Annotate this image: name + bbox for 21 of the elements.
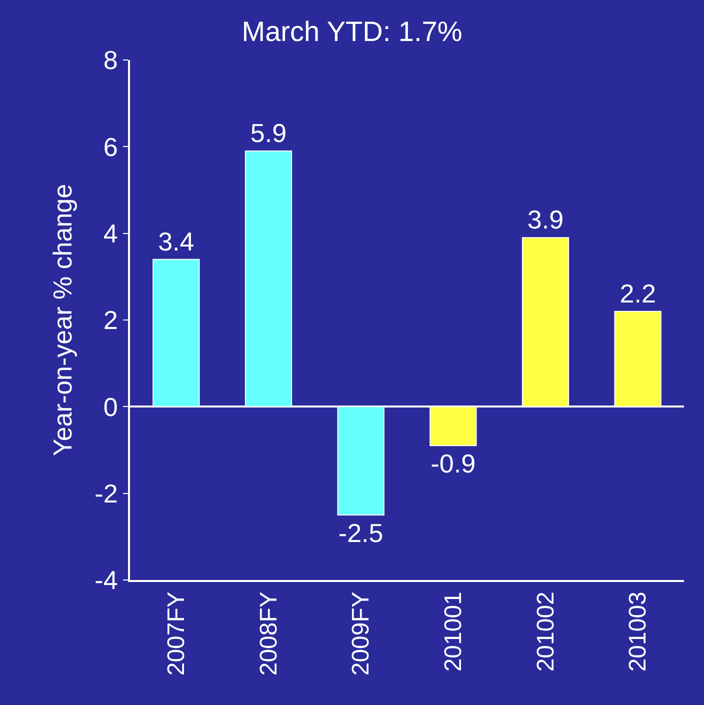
data-label: 5.9 (250, 118, 287, 148)
data-label: 3.4 (158, 226, 194, 256)
y-tick-label: 8 (103, 45, 118, 76)
x-tick-label: 2008FY (255, 592, 282, 676)
y-tick-label: 0 (103, 392, 118, 422)
y-tick-label: -2 (94, 478, 118, 508)
x-tick-label: 201001 (440, 592, 467, 672)
x-tick-label: 2007FY (162, 592, 190, 676)
y-tick-label: 2 (103, 305, 118, 336)
x-tick-label: 2009FY (348, 592, 375, 676)
y-axis-title: Year-on-year % change (48, 184, 78, 456)
x-tick-label: 201002 (532, 592, 560, 672)
data-label: -0.9 (430, 448, 476, 479)
data-label: 3.9 (527, 204, 564, 235)
data-label: -2.5 (338, 518, 384, 548)
chart-title: March YTD: 1.7% (242, 16, 462, 47)
x-tick-label: 201003 (624, 592, 652, 672)
y-tick-label: -4 (94, 565, 118, 596)
y-tick-label: 4 (103, 218, 118, 248)
data-label: 2.2 (620, 278, 656, 308)
y-tick-label: 6 (103, 132, 118, 162)
